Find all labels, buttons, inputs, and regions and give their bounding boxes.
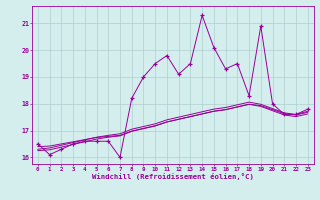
X-axis label: Windchill (Refroidissement éolien,°C): Windchill (Refroidissement éolien,°C) [92,173,254,180]
